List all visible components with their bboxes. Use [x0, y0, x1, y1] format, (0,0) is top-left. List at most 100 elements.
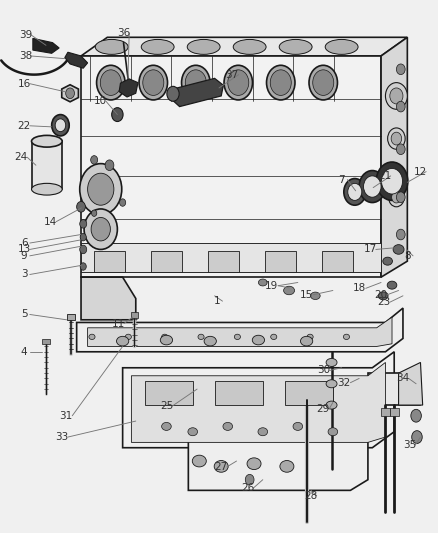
- Bar: [42, 339, 50, 344]
- Text: 4: 4: [21, 347, 28, 357]
- Circle shape: [84, 209, 117, 249]
- Circle shape: [359, 171, 385, 203]
- Circle shape: [381, 168, 403, 194]
- Circle shape: [364, 176, 381, 197]
- Circle shape: [80, 164, 122, 215]
- Circle shape: [112, 108, 123, 122]
- Ellipse shape: [383, 257, 392, 265]
- Circle shape: [396, 101, 405, 112]
- Ellipse shape: [233, 39, 266, 54]
- Circle shape: [389, 188, 404, 207]
- Text: 26: 26: [241, 483, 254, 493]
- Bar: [67, 314, 75, 320]
- Circle shape: [91, 156, 98, 164]
- Text: 13: 13: [18, 245, 31, 254]
- Ellipse shape: [326, 379, 337, 388]
- Bar: [145, 381, 193, 405]
- Text: 30: 30: [318, 366, 331, 375]
- Polygon shape: [381, 37, 407, 277]
- Ellipse shape: [192, 455, 206, 467]
- Ellipse shape: [234, 334, 240, 340]
- Ellipse shape: [326, 401, 337, 409]
- Ellipse shape: [143, 70, 164, 95]
- Polygon shape: [188, 426, 368, 490]
- Circle shape: [66, 88, 74, 99]
- Ellipse shape: [162, 334, 168, 340]
- Circle shape: [167, 86, 179, 101]
- Circle shape: [105, 160, 114, 171]
- Text: 8: 8: [404, 251, 411, 261]
- Circle shape: [88, 173, 114, 205]
- Ellipse shape: [325, 39, 358, 54]
- Text: 15: 15: [300, 290, 313, 300]
- Ellipse shape: [188, 427, 198, 436]
- Circle shape: [80, 245, 87, 254]
- Ellipse shape: [247, 458, 261, 470]
- Ellipse shape: [270, 70, 291, 95]
- Polygon shape: [81, 277, 136, 320]
- Ellipse shape: [307, 334, 313, 340]
- Text: 21: 21: [378, 171, 391, 181]
- Circle shape: [412, 431, 422, 443]
- Text: 3: 3: [21, 270, 28, 279]
- Text: 32: 32: [337, 378, 350, 387]
- Polygon shape: [81, 56, 381, 277]
- Text: 11: 11: [112, 319, 125, 328]
- Ellipse shape: [280, 461, 294, 472]
- Bar: [322, 251, 353, 272]
- Circle shape: [396, 64, 405, 75]
- Text: 36: 36: [117, 28, 130, 38]
- Polygon shape: [368, 373, 420, 405]
- Circle shape: [390, 88, 403, 104]
- Bar: [208, 251, 239, 272]
- Ellipse shape: [284, 286, 295, 295]
- Text: 7: 7: [338, 175, 345, 184]
- Text: 18: 18: [353, 284, 366, 293]
- Circle shape: [388, 128, 405, 149]
- Ellipse shape: [160, 335, 173, 345]
- Text: 27: 27: [215, 462, 228, 472]
- Bar: [94, 251, 125, 272]
- Bar: [285, 381, 333, 405]
- Ellipse shape: [214, 461, 228, 472]
- Ellipse shape: [228, 70, 249, 95]
- Polygon shape: [171, 78, 223, 107]
- Circle shape: [80, 233, 86, 241]
- Ellipse shape: [258, 427, 268, 436]
- Ellipse shape: [198, 334, 204, 340]
- Text: 5: 5: [21, 310, 28, 319]
- Ellipse shape: [311, 292, 320, 300]
- Ellipse shape: [328, 427, 338, 436]
- Ellipse shape: [204, 336, 216, 346]
- Ellipse shape: [32, 135, 62, 147]
- Ellipse shape: [326, 359, 337, 367]
- Ellipse shape: [117, 336, 129, 346]
- Circle shape: [77, 201, 85, 212]
- Text: 39: 39: [19, 30, 32, 39]
- Polygon shape: [81, 37, 407, 56]
- Circle shape: [376, 162, 408, 200]
- Text: 31: 31: [59, 411, 72, 421]
- Text: 16: 16: [18, 79, 31, 88]
- Circle shape: [120, 199, 126, 206]
- Ellipse shape: [125, 334, 131, 340]
- Text: 1: 1: [213, 296, 220, 306]
- Ellipse shape: [343, 334, 350, 340]
- Bar: [390, 408, 399, 416]
- Text: 34: 34: [396, 374, 410, 383]
- Ellipse shape: [139, 66, 167, 100]
- Ellipse shape: [185, 70, 206, 95]
- Polygon shape: [88, 317, 392, 346]
- Circle shape: [385, 83, 407, 109]
- Circle shape: [411, 409, 421, 422]
- Polygon shape: [62, 85, 78, 102]
- Circle shape: [55, 119, 66, 132]
- Ellipse shape: [393, 245, 404, 254]
- Text: 37: 37: [226, 70, 239, 79]
- Ellipse shape: [32, 183, 62, 195]
- Ellipse shape: [266, 66, 295, 100]
- Text: 17: 17: [364, 245, 377, 254]
- Circle shape: [52, 115, 69, 136]
- Text: 23: 23: [377, 297, 390, 307]
- Text: 22: 22: [18, 121, 31, 131]
